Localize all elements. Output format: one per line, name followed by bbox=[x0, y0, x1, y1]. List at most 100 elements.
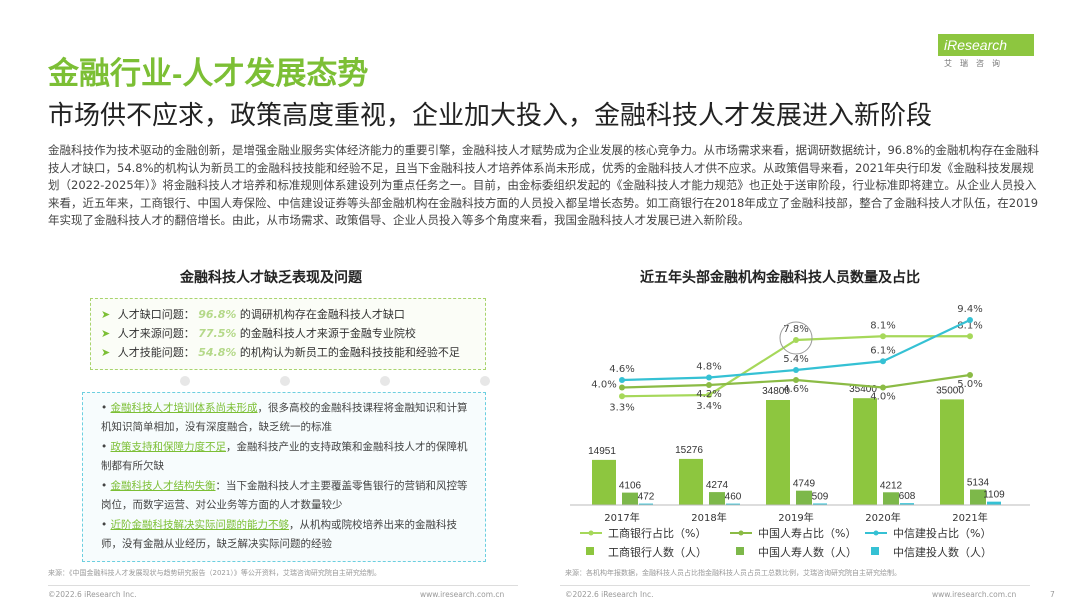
line-value-label: 5.4% bbox=[783, 354, 808, 365]
issue-item: • 金融科技人才结构失衡：当下金融科技人才主要覆盖零售银行的营销和风控等岗位，而… bbox=[101, 480, 468, 511]
footer-site: www.iresearch.com.cn bbox=[932, 590, 1017, 599]
iresearch-logo: iResearch 艾瑞咨询 bbox=[938, 34, 1040, 68]
line-value-label: 4.2% bbox=[696, 389, 721, 400]
legend-label: 工商银行人数（人） bbox=[608, 545, 707, 559]
bar-value-label: 35000 bbox=[936, 385, 964, 396]
line-point bbox=[706, 382, 712, 388]
stat-pct: 77.5% bbox=[198, 327, 237, 340]
line-point bbox=[706, 392, 712, 398]
bar bbox=[726, 503, 740, 505]
line-value-label: 7.8% bbox=[783, 324, 808, 335]
bar-value-label: 4106 bbox=[619, 481, 642, 492]
left-source-note: 来源：《中国金融科技人才发展现状与趋势研究报告（2021）》等公开资料，艾瑞咨询… bbox=[48, 569, 381, 577]
issue-text: ，金融科技产业的支持政策和金融科技人才的保障机制都有所欠缺 bbox=[101, 441, 468, 472]
x-tick-label: 2018年 bbox=[691, 511, 726, 524]
line-value-label: 4.6% bbox=[783, 384, 808, 395]
bar-value-label: 472 bbox=[638, 492, 655, 503]
bar bbox=[813, 503, 827, 505]
issue-text: ，很多高校的金融科技课程将金融知识和计算机知识简单相加，没有深度融合，缺乏统一的… bbox=[101, 402, 468, 433]
page-number: 7 bbox=[1050, 590, 1055, 599]
bar-value-label: 15276 bbox=[675, 445, 703, 456]
line-point bbox=[793, 377, 799, 383]
line-value-label: 8.1% bbox=[957, 320, 982, 331]
bar bbox=[796, 490, 812, 505]
legend-marker bbox=[873, 530, 879, 536]
line-value-label: 8.1% bbox=[870, 320, 895, 331]
issue-text: ：当下金融科技人才主要覆盖零售银行的营销和风控等岗位，而数字运营、对公业务等方面… bbox=[101, 480, 468, 511]
issue-item: • 政策支持和保障力度不足，金融科技产业的支持政策和金融科技人才的保障机制都有所… bbox=[101, 441, 468, 472]
chart-title: 近五年头部金融机构金融科技人员数量及占比 bbox=[640, 270, 920, 286]
line-point bbox=[619, 384, 625, 391]
bar bbox=[940, 399, 964, 505]
legend-label: 中信建投占比（%） bbox=[893, 526, 991, 540]
line-point bbox=[880, 358, 886, 365]
line-point bbox=[793, 337, 799, 343]
bar bbox=[679, 458, 703, 505]
line-value-label: 4.0% bbox=[591, 380, 616, 391]
dot-icon bbox=[280, 376, 290, 386]
bar-value-label: 5134 bbox=[967, 478, 990, 489]
page-subtitle: 市场供不应求，政策高度重视，企业加大投入，金融科技人才发展进入新阶段 bbox=[48, 100, 933, 130]
talent-chart: 14951 15276 34800 35400 35000 4106 4274 4749 421… bbox=[570, 304, 1030, 559]
line-value-label: 6.1% bbox=[870, 345, 895, 356]
arrow-icon: ➤ bbox=[101, 327, 111, 340]
issue-item: • 金融科技人才培训体系尚未形成，很多高校的金融科技课程将金融知识和计算机知识简… bbox=[101, 402, 468, 433]
x-tick-label: 2021年 bbox=[952, 511, 987, 524]
line-point bbox=[967, 317, 973, 323]
line-point bbox=[967, 333, 973, 340]
highlight-circle bbox=[779, 321, 813, 355]
line-point bbox=[880, 384, 886, 391]
bar bbox=[709, 492, 725, 505]
line-point bbox=[619, 393, 625, 400]
talent-issues-box: • 金融科技人才培训体系尚未形成，很多高校的金融科技课程将金融知识和计算机知识简… bbox=[82, 392, 486, 562]
bar bbox=[622, 492, 638, 505]
bar-value-label: 608 bbox=[899, 491, 916, 502]
line-value-label: 9.4% bbox=[957, 304, 982, 315]
logo-subtext: 艾瑞咨询 bbox=[944, 59, 1008, 68]
left-panel-title: 金融科技人才缺乏表现及问题 bbox=[180, 270, 362, 286]
logo-text: iResearch bbox=[938, 34, 1034, 56]
footer-copyright: ©2022.6 iResearch Inc. bbox=[565, 590, 654, 599]
bar bbox=[970, 489, 986, 505]
issue-text: ，从机构或院校培养出来的金融科技师，没有金融从业经历，缺乏解决实际问题的经验 bbox=[101, 519, 458, 550]
stat-label: 人才来源问题： bbox=[117, 327, 195, 340]
stat-text: 的金融科技人才来源于金融专业院校 bbox=[239, 327, 416, 340]
line-value-label: 4.8% bbox=[696, 362, 721, 373]
dot-icon bbox=[480, 376, 490, 386]
dot-icon bbox=[380, 376, 390, 386]
stat-pct: 96.8% bbox=[198, 308, 237, 321]
stat-text: 的机构认为新员工的金融科技技能和经验不足 bbox=[239, 346, 460, 359]
line-value-label: 3.4% bbox=[696, 401, 721, 412]
footer-divider bbox=[48, 585, 518, 586]
bar bbox=[900, 503, 914, 505]
legend-label: 中国人寿人数（人） bbox=[758, 545, 857, 559]
x-tick-label: 2019年 bbox=[778, 511, 813, 524]
stat-text: 的调研机构存在金融科技人才缺口 bbox=[239, 308, 405, 321]
connector-dots bbox=[180, 372, 510, 388]
page-title: 金融行业-人才发展态势 bbox=[48, 56, 369, 91]
issue-head: 金融科技人才结构失衡 bbox=[110, 480, 216, 492]
bar-value-label: 34800 bbox=[762, 386, 790, 397]
bar bbox=[987, 501, 1001, 505]
line-value-label: 4.0% bbox=[870, 392, 895, 403]
stat-label: 人才技能问题： bbox=[117, 346, 195, 359]
arrow-icon: ➤ bbox=[101, 346, 111, 359]
bar bbox=[592, 459, 616, 505]
talent-gap-stats-box: ➤ 人才缺口问题： 96.8% 的调研机构存在金融科技人才缺口 ➤ 人才来源问题… bbox=[90, 298, 486, 370]
issue-head: 金融科技人才培训体系尚未形成 bbox=[110, 402, 258, 414]
issue-item: • 近阶金融科技解决实际问题的能力不够，从机构或院校培养出来的金融科技师，没有金… bbox=[101, 519, 458, 550]
bar bbox=[639, 503, 653, 505]
x-tick-label: 2017年 bbox=[604, 511, 639, 524]
legend-label: 中国人寿占比（%） bbox=[758, 526, 856, 540]
bar-value-label: 35400 bbox=[849, 384, 877, 395]
bar-value-label: 509 bbox=[812, 491, 829, 502]
stat-label: 人才缺口问题： bbox=[117, 308, 195, 321]
dot-icon bbox=[180, 376, 190, 386]
bar-value-label: 4274 bbox=[706, 480, 729, 491]
line-point bbox=[880, 333, 886, 340]
intro-paragraph: 金融科技作为技术驱动的金融创新，是增强金融业服务实体经济能力的重要引擎，金融科技… bbox=[48, 143, 1040, 227]
stat-row: ➤ 人才缺口问题： 96.8% 的调研机构存在金融科技人才缺口 bbox=[101, 305, 475, 324]
legend-bar-swatch bbox=[871, 547, 879, 555]
footer-copyright: ©2022.6 iResearch Inc. bbox=[48, 590, 137, 599]
stat-row: ➤ 人才技能问题： 54.8% 的机构认为新员工的金融科技技能和经验不足 bbox=[101, 343, 475, 362]
